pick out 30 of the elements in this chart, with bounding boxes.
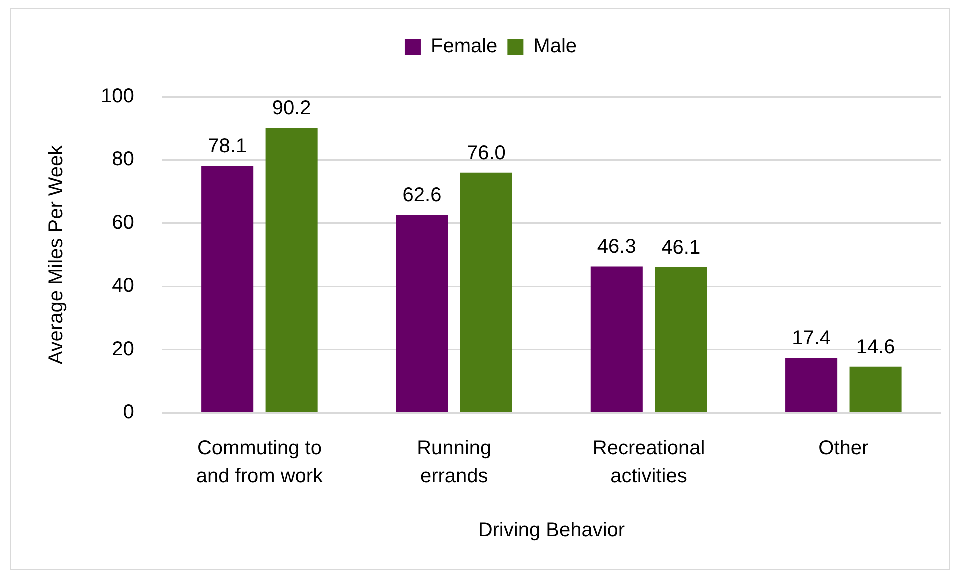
x-tick-label: Running errands (417, 438, 492, 488)
y-tick-label: 0 (123, 402, 134, 424)
data-label: 46.1 (662, 236, 701, 259)
bar (202, 166, 254, 412)
bar (396, 215, 448, 412)
bar (590, 266, 643, 412)
bar (850, 366, 902, 412)
y-tick-label: 80 (112, 148, 134, 171)
bar (460, 172, 512, 412)
data-label: 78.1 (208, 136, 248, 158)
legend-label: Male (534, 36, 578, 58)
data-label: 14.6 (856, 336, 896, 358)
data-label: 46.3 (597, 236, 636, 258)
bar (786, 358, 838, 412)
x-tick-label: Recreational activities (592, 438, 706, 488)
bar (655, 267, 708, 412)
y-tick-label: 100 (100, 86, 134, 108)
bar (266, 128, 318, 412)
y-axis-title: Average Miles Per Week (46, 144, 68, 365)
x-tick-label: Other (818, 438, 870, 460)
x-tick-label: Commuting to and from work (196, 438, 324, 488)
y-tick-label: 60 (112, 212, 134, 234)
data-label: 17.4 (792, 328, 832, 350)
y-tick-label: 40 (112, 275, 134, 298)
data-label: 62.6 (402, 184, 442, 207)
x-axis-title: Driving Behavior (478, 520, 626, 542)
y-tick-label: 20 (112, 338, 134, 360)
data-label: 90.2 (272, 97, 312, 120)
data-label: 76.0 (467, 142, 506, 164)
legend-label: Female (430, 36, 498, 58)
